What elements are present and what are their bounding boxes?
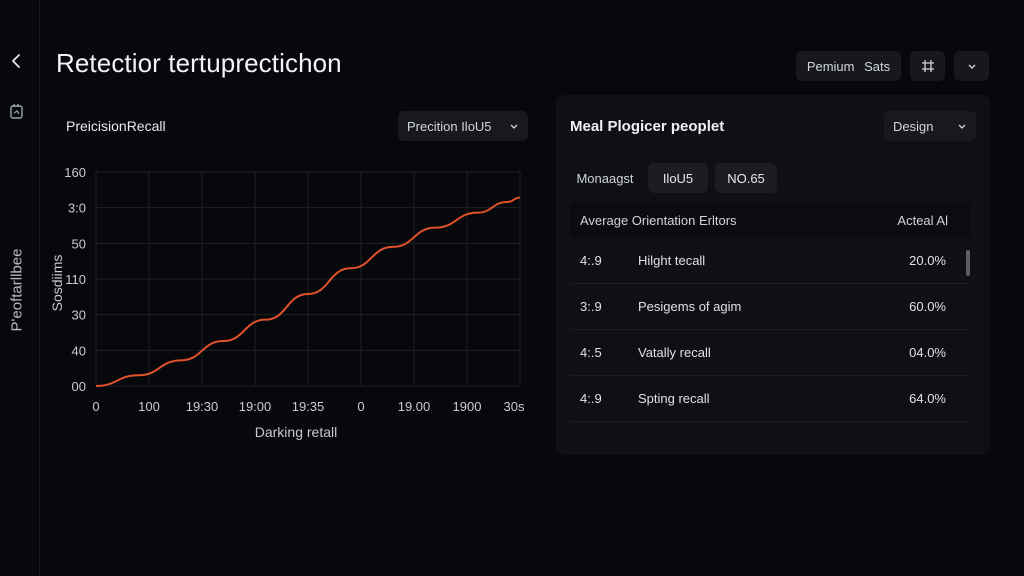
metrics-panel-title: Meal Plogicer peoplet — [570, 118, 725, 135]
chevron-down-icon — [958, 124, 966, 129]
cell-score: 4:.9 — [580, 391, 602, 406]
cell-metric: Hilght tecall — [638, 253, 706, 268]
orientation-errors-table: Average Orientation Erltors Acteal Al 4:… — [570, 202, 970, 422]
grid-icon — [921, 60, 934, 72]
chip-no65[interactable]: NO.65 — [715, 163, 777, 193]
metric-select-value: Precition IloU5 — [407, 118, 492, 134]
table-row[interactable]: 4:.5 Vatally recall 04.0% — [570, 330, 970, 376]
grid-settings-button[interactable] — [910, 51, 945, 81]
cell-percent: 20.0% — [909, 253, 946, 268]
design-select-value: Design — [893, 118, 934, 134]
back-arrow-icon[interactable] — [8, 52, 26, 70]
options-dropdown-button[interactable] — [954, 51, 989, 81]
page-title: Retectior tertuprectichon — [56, 48, 342, 78]
metric-select[interactable]: Precition IloU5 — [398, 111, 528, 141]
cell-percent: 04.0% — [909, 345, 946, 360]
table-row[interactable]: 3:.9 Pesigems of agim 60.0% — [570, 284, 970, 330]
y-tick-label: 110 — [65, 272, 86, 287]
metrics-panel: Meal Plogicer peoplet Design Monaagst Il… — [556, 95, 990, 455]
y-tick-label: 30 — [72, 308, 86, 323]
y-tick-label: 50 — [72, 236, 86, 251]
chip-iou5[interactable]: IloU5 — [648, 163, 708, 193]
y-tick-label: 40 — [72, 343, 86, 358]
sats-button[interactable]: Sats — [864, 58, 891, 74]
cell-percent: 64.0% — [909, 391, 946, 406]
left-rail: P'eoftarllbee — [0, 0, 40, 576]
x-tick-label: 19:35 — [292, 399, 325, 414]
x-tick-label: 0 — [357, 399, 364, 414]
x-tick-label: 30s — [504, 399, 525, 414]
x-axis-ticks: 0 100 19:30 19:00 19:35 0 19.00 1900 30s — [92, 399, 525, 414]
y-tick-label: 00 — [72, 379, 86, 394]
y-axis-label: Sosdiims — [49, 255, 65, 312]
table-row[interactable]: 4:.9 Spting recall 64.0% — [570, 376, 970, 422]
premium-sats-group: Pemium Sats — [796, 51, 901, 81]
y-tick-label: 160 — [64, 165, 86, 180]
cell-metric: Vatally recall — [638, 345, 711, 360]
cell-metric: Pesigems of agim — [638, 299, 742, 314]
cell-score: 3:.9 — [580, 299, 602, 314]
chevron-down-icon — [968, 64, 975, 69]
rail-vertical-label: P'eoftarllbee — [8, 248, 26, 332]
chart-panel-title: PreicisionRecall — [66, 118, 166, 134]
x-tick-label: 100 — [138, 399, 160, 414]
table-scrollbar[interactable] — [966, 250, 970, 276]
cell-score: 4:.9 — [580, 253, 602, 268]
table-header: Average Orientation Erltors Acteal Al — [570, 202, 970, 238]
chip-monaagst[interactable]: Monaagst — [576, 170, 634, 186]
design-select[interactable]: Design — [884, 111, 976, 141]
table-header-col1: Average Orientation Erltors — [580, 212, 737, 228]
table-header-col2: Acteal Al — [897, 212, 948, 228]
x-tick-label: 19:00 — [239, 399, 272, 414]
cell-metric: Spting recall — [638, 391, 710, 406]
chart-grid — [95, 171, 521, 387]
cell-percent: 60.0% — [909, 299, 946, 314]
premium-button[interactable]: Pemium — [806, 58, 855, 74]
series-line — [95, 196, 521, 387]
x-tick-label: 0 — [92, 399, 99, 414]
table-row[interactable]: 4:.9 Hilght tecall 20.0% — [570, 238, 970, 284]
x-tick-label: 19:30 — [186, 399, 219, 414]
x-tick-label: 1900 — [453, 399, 482, 414]
x-tick-label: 19.00 — [398, 399, 431, 414]
cell-score: 4:.5 — [580, 345, 602, 360]
y-axis-ticks: 160 3:0 50 110 30 40 00 — [64, 165, 86, 394]
document-icon[interactable] — [9, 103, 25, 121]
chevron-down-icon — [510, 124, 518, 129]
x-axis-label: Darking retall — [255, 424, 337, 440]
y-tick-label: 3:0 — [68, 201, 86, 216]
